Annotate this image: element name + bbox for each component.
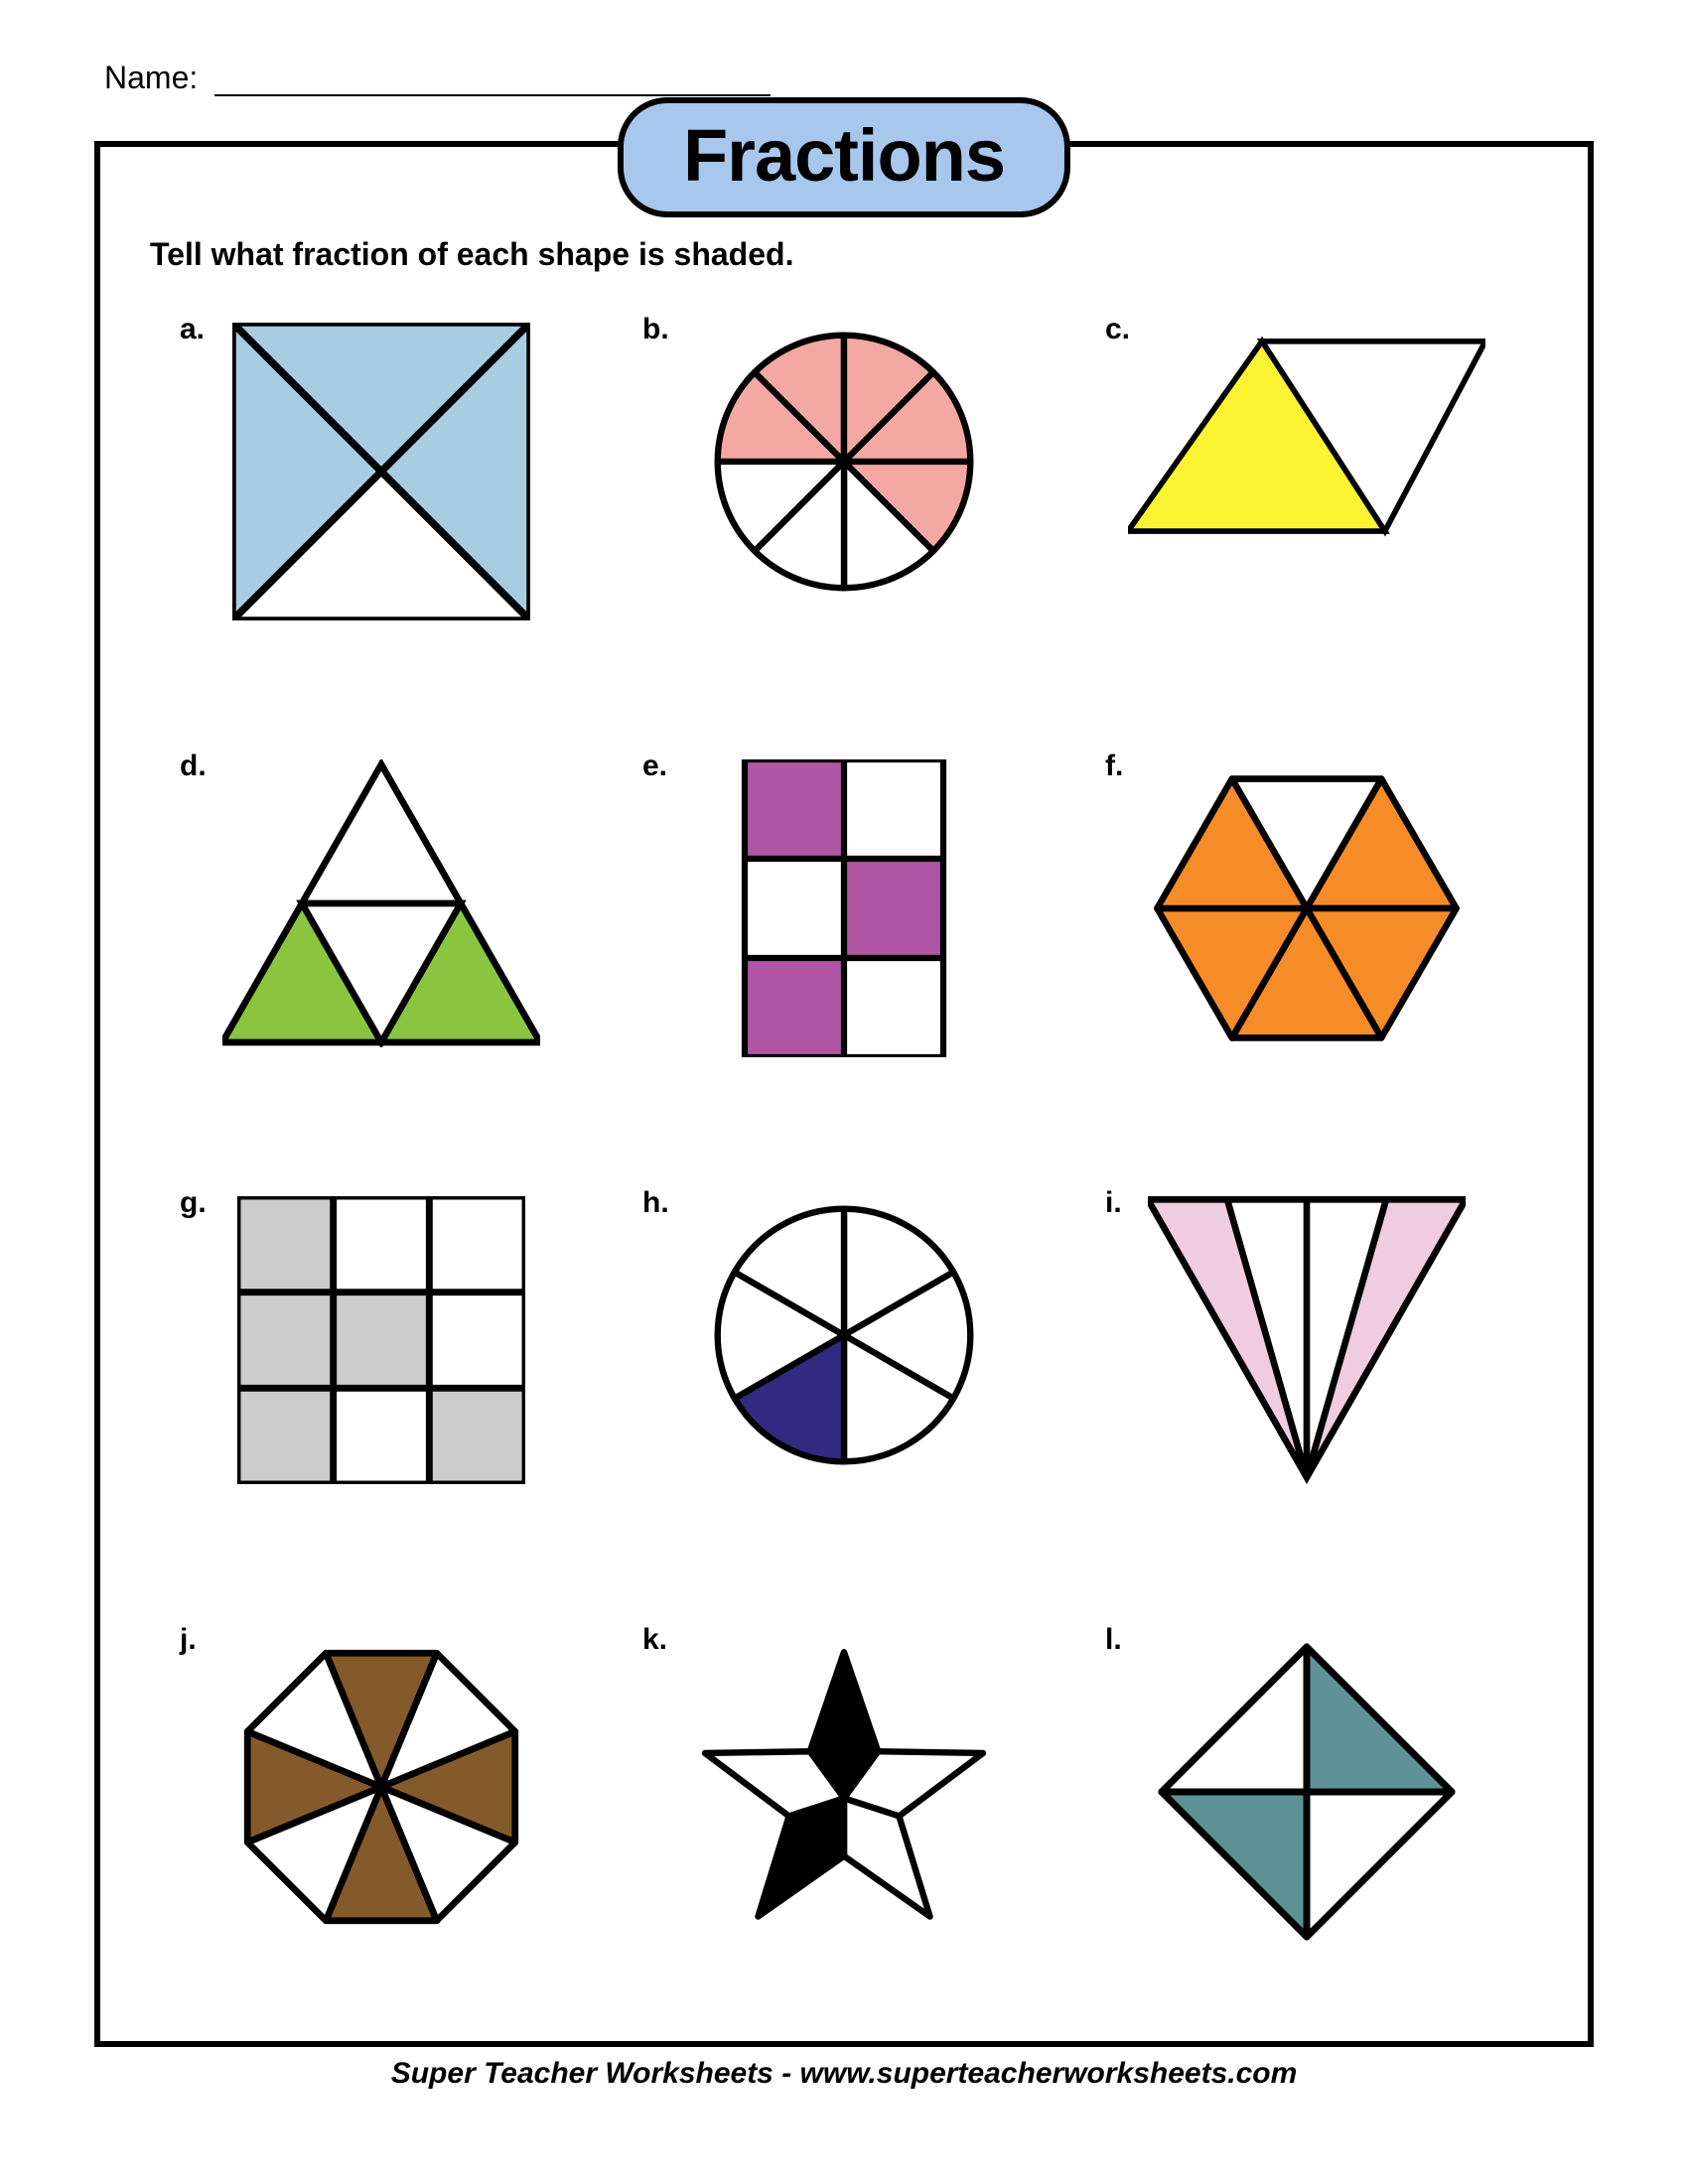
label-g: g.: [180, 1186, 207, 1220]
grid-3x3-icon: [237, 1196, 525, 1484]
label-h: h.: [642, 1186, 669, 1220]
diamond-4-icon: [1148, 1633, 1466, 1951]
label-b: b.: [642, 313, 669, 346]
shape-c: c.: [1075, 303, 1538, 740]
shape-a: a.: [150, 303, 613, 740]
inverted-triangle-icon: [1148, 1196, 1466, 1494]
pie-6-icon: [705, 1196, 983, 1474]
shape-h: h.: [613, 1176, 1075, 1613]
page-title: Fractions: [618, 97, 1070, 217]
shape-b: b.: [613, 303, 1075, 740]
star-5-icon: [685, 1633, 1003, 1951]
label-k: k.: [642, 1623, 667, 1657]
shape-k: k.: [613, 1613, 1075, 2050]
shape-g: g.: [150, 1176, 613, 1613]
shapes-grid: a. b.: [150, 303, 1538, 2050]
label-j: j.: [180, 1623, 197, 1657]
name-label: Name:: [104, 60, 198, 95]
triangle-4-icon: [222, 759, 540, 1047]
label-d: d.: [180, 750, 207, 783]
label-l: l.: [1105, 1623, 1122, 1657]
name-field: Name:: [104, 60, 1594, 96]
octagon-8-icon: [227, 1633, 535, 1941]
label-c: c.: [1105, 313, 1130, 346]
label-f: f.: [1105, 750, 1123, 783]
label-i: i.: [1105, 1186, 1122, 1220]
instruction-text: Tell what fraction of each shape is shad…: [150, 236, 1538, 273]
shape-d: d.: [150, 740, 613, 1176]
footer-text: Super Teacher Worksheets - www.superteac…: [100, 2057, 1588, 2091]
grid-2x3-icon: [735, 759, 953, 1057]
shape-f: f.: [1075, 740, 1538, 1176]
shape-j: j.: [150, 1613, 613, 2050]
shape-l: l.: [1075, 1613, 1538, 2050]
shape-e: e.: [613, 740, 1075, 1176]
square-diagonals-icon: [232, 323, 530, 620]
label-e: e.: [642, 750, 667, 783]
parallelogram-icon: [1128, 323, 1485, 561]
worksheet-frame: Fractions Tell what fraction of each sha…: [94, 141, 1594, 2047]
name-underline[interactable]: [214, 94, 771, 96]
shape-i: i.: [1075, 1176, 1538, 1613]
pie-8-icon: [705, 323, 983, 601]
hexagon-6-icon: [1148, 759, 1466, 1057]
label-a: a.: [180, 313, 205, 346]
